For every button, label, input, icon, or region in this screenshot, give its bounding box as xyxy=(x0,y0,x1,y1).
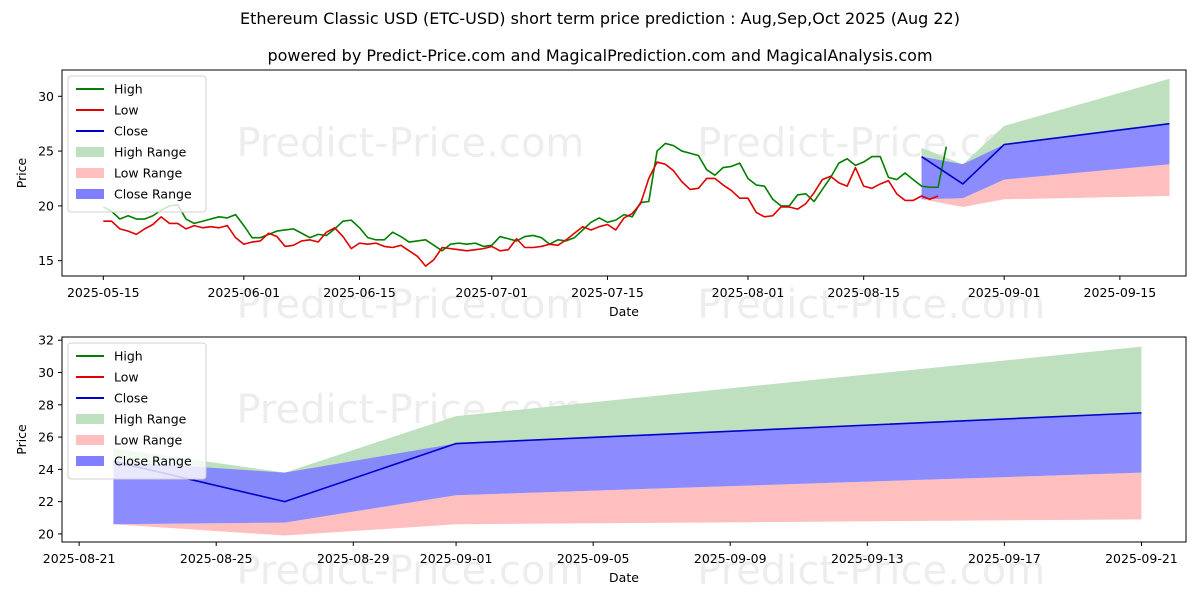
watermark-text: Predict-Price.com xyxy=(236,121,584,167)
x-tick-label: 2025-09-01 xyxy=(968,285,1041,300)
x-tick-label: 2025-08-21 xyxy=(43,551,116,566)
chart-title: Ethereum Classic USD (ETC-USD) short ter… xyxy=(240,9,960,28)
close-line xyxy=(113,412,1142,503)
legend-label: Low Range xyxy=(114,433,183,448)
legend-label: Low xyxy=(114,370,139,385)
legend-label: High Range xyxy=(114,145,187,160)
low-range-band xyxy=(113,472,1142,536)
x-tick-label: 2025-09-09 xyxy=(694,551,767,566)
legend-label: Close xyxy=(114,391,148,406)
axes-frame xyxy=(61,336,1187,543)
y-tick-label: 15 xyxy=(38,253,54,268)
x-tick-label: 2025-09-01 xyxy=(420,551,493,566)
legend-swatch xyxy=(76,456,104,466)
y-axis-label: Price xyxy=(14,424,29,455)
y-tick-label: 26 xyxy=(38,430,54,445)
watermark-text: Predict-Price.com xyxy=(697,282,1045,328)
plot-area xyxy=(113,346,1142,536)
x-tick-label: 2025-08-29 xyxy=(317,551,390,566)
plot-area xyxy=(102,78,1170,267)
legend-label: High Range xyxy=(114,412,187,427)
high-line xyxy=(102,142,948,252)
legend-swatch xyxy=(76,414,104,424)
legend-label: High xyxy=(114,82,143,97)
chart-subtitle: powered by Predict-Price.com and Magical… xyxy=(267,46,933,65)
legend: High Low Close High Range Low Range Close Ran… xyxy=(67,342,207,480)
x-tick-label: 2025-06-01 xyxy=(207,285,280,300)
y-tick-label: 24 xyxy=(38,462,54,477)
x-tick-label: 2025-06-15 xyxy=(323,285,396,300)
low-line xyxy=(103,161,939,267)
x-tick-label: 2025-09-17 xyxy=(968,551,1041,566)
legend-label: Close Range xyxy=(114,187,192,202)
legend-swatch xyxy=(76,147,104,157)
y-tick-label: 20 xyxy=(38,526,54,541)
x-tick-label: 2025-05-15 xyxy=(67,285,140,300)
x-tick-label: 2025-08-15 xyxy=(827,285,900,300)
x-tick-label: 2025-08-01 xyxy=(712,285,785,300)
watermark-text: Predict-Price.com xyxy=(236,548,584,594)
y-tick-label: 20 xyxy=(38,198,54,213)
y-tick-label: 22 xyxy=(38,494,54,509)
y-tick-label: 32 xyxy=(38,333,54,348)
legend-label: High xyxy=(114,349,143,364)
y-tick-label: 25 xyxy=(38,144,54,159)
x-tick-label: 2025-09-13 xyxy=(831,551,904,566)
y-tick-label: 30 xyxy=(38,89,54,104)
legend-swatch xyxy=(76,168,104,178)
legend-swatch xyxy=(76,435,104,445)
close-range-band xyxy=(921,123,1170,200)
legend: High Low Close High Range Low Range Close Ran… xyxy=(67,75,207,213)
x-tick-label: 2025-09-05 xyxy=(557,551,630,566)
x-axis-label: Date xyxy=(609,570,639,585)
x-tick-label: 2025-08-25 xyxy=(180,551,253,566)
x-axis-label: Date xyxy=(609,304,639,319)
legend-swatch xyxy=(76,189,104,199)
x-tick-label: 2025-09-21 xyxy=(1105,551,1178,566)
watermark-text: Predict-Price.com xyxy=(697,548,1045,594)
legend-label: Low xyxy=(114,103,139,118)
axes-frame xyxy=(61,69,1187,277)
chart-panel-1: Predict-Price.com Predict-Price.com Predic… xyxy=(14,69,1187,328)
legend-label: Close xyxy=(114,124,148,139)
watermark-text: Predict-Price.com xyxy=(236,282,584,328)
legend-label: Low Range xyxy=(114,166,183,181)
close-line xyxy=(921,122,1170,185)
close-range-band xyxy=(113,412,1142,525)
y-tick-label: 30 xyxy=(38,365,54,380)
x-tick-label: 2025-07-15 xyxy=(571,285,644,300)
low-range-band xyxy=(921,164,1170,207)
y-tick-label: 28 xyxy=(38,397,54,412)
x-tick-label: 2025-07-01 xyxy=(455,285,528,300)
legend-label: Close Range xyxy=(114,454,192,469)
y-axis-label: Price xyxy=(14,157,29,188)
x-tick-label: 2025-09-15 xyxy=(1084,285,1157,300)
